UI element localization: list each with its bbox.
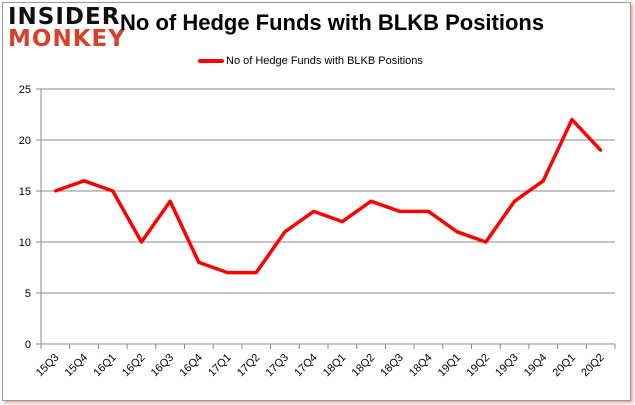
data-point — [197, 260, 201, 264]
y-tick-label: 20 — [19, 135, 31, 147]
data-point — [484, 240, 488, 244]
data-point — [312, 209, 316, 213]
insider-monkey-logo: INSIDER MONKEY — [8, 4, 126, 52]
data-point — [426, 209, 430, 213]
data-point — [513, 199, 517, 203]
y-tick-label: 15 — [19, 186, 31, 198]
data-point — [168, 199, 172, 203]
x-tick-label: 19Q4 — [522, 352, 550, 380]
data-point — [369, 199, 373, 203]
data-point — [139, 240, 143, 244]
y-tick-label: 5 — [25, 288, 31, 300]
x-tick-label: 17Q3 — [264, 352, 292, 380]
data-point — [226, 271, 230, 275]
x-tick-label: 19Q2 — [464, 352, 492, 380]
x-tick-label: 15Q3 — [34, 352, 62, 380]
chart-frame — [2, 2, 631, 401]
x-tick-label: 15Q4 — [63, 352, 91, 380]
x-tick-label: 16Q3 — [149, 352, 177, 380]
x-tick-label: 18Q4 — [407, 352, 435, 380]
data-point — [455, 230, 459, 234]
x-tick-label: 17Q1 — [206, 352, 234, 380]
data-point — [254, 271, 258, 275]
data-point — [283, 230, 287, 234]
y-tick-label: 25 — [19, 84, 31, 96]
x-tick-label: 20Q1 — [551, 352, 579, 380]
data-point — [541, 179, 545, 183]
x-tick-label: 19Q3 — [493, 352, 521, 380]
data-point — [340, 220, 344, 224]
legend: No of Hedge Funds with BLKB Positions — [198, 55, 423, 67]
legend-label: No of Hedge Funds with BLKB Positions — [226, 55, 423, 67]
data-point — [398, 209, 402, 213]
data-point — [570, 118, 574, 122]
x-tick-label: 18Q3 — [378, 352, 406, 380]
x-tick-label: 19Q1 — [436, 352, 464, 380]
data-point — [82, 179, 86, 183]
y-tick-label: 0 — [25, 339, 31, 351]
x-tick-label: 16Q1 — [91, 352, 119, 380]
data-point — [53, 189, 57, 193]
x-tick-label: 17Q4 — [292, 352, 320, 380]
x-tick-label: 17Q2 — [235, 352, 263, 380]
x-tick-label: 18Q2 — [350, 352, 378, 380]
y-tick-label: 10 — [19, 237, 31, 249]
data-point — [599, 148, 603, 152]
x-tick-label: 18Q1 — [321, 352, 349, 380]
x-tick-label: 16Q4 — [177, 352, 205, 380]
legend-swatch — [198, 59, 224, 63]
chart-title: No of Hedge Funds with BLKB Positions — [120, 10, 545, 35]
x-tick-label: 20Q2 — [579, 352, 607, 380]
data-point — [111, 189, 115, 193]
x-tick-label: 16Q2 — [120, 352, 148, 380]
series-line — [54, 117, 602, 275]
